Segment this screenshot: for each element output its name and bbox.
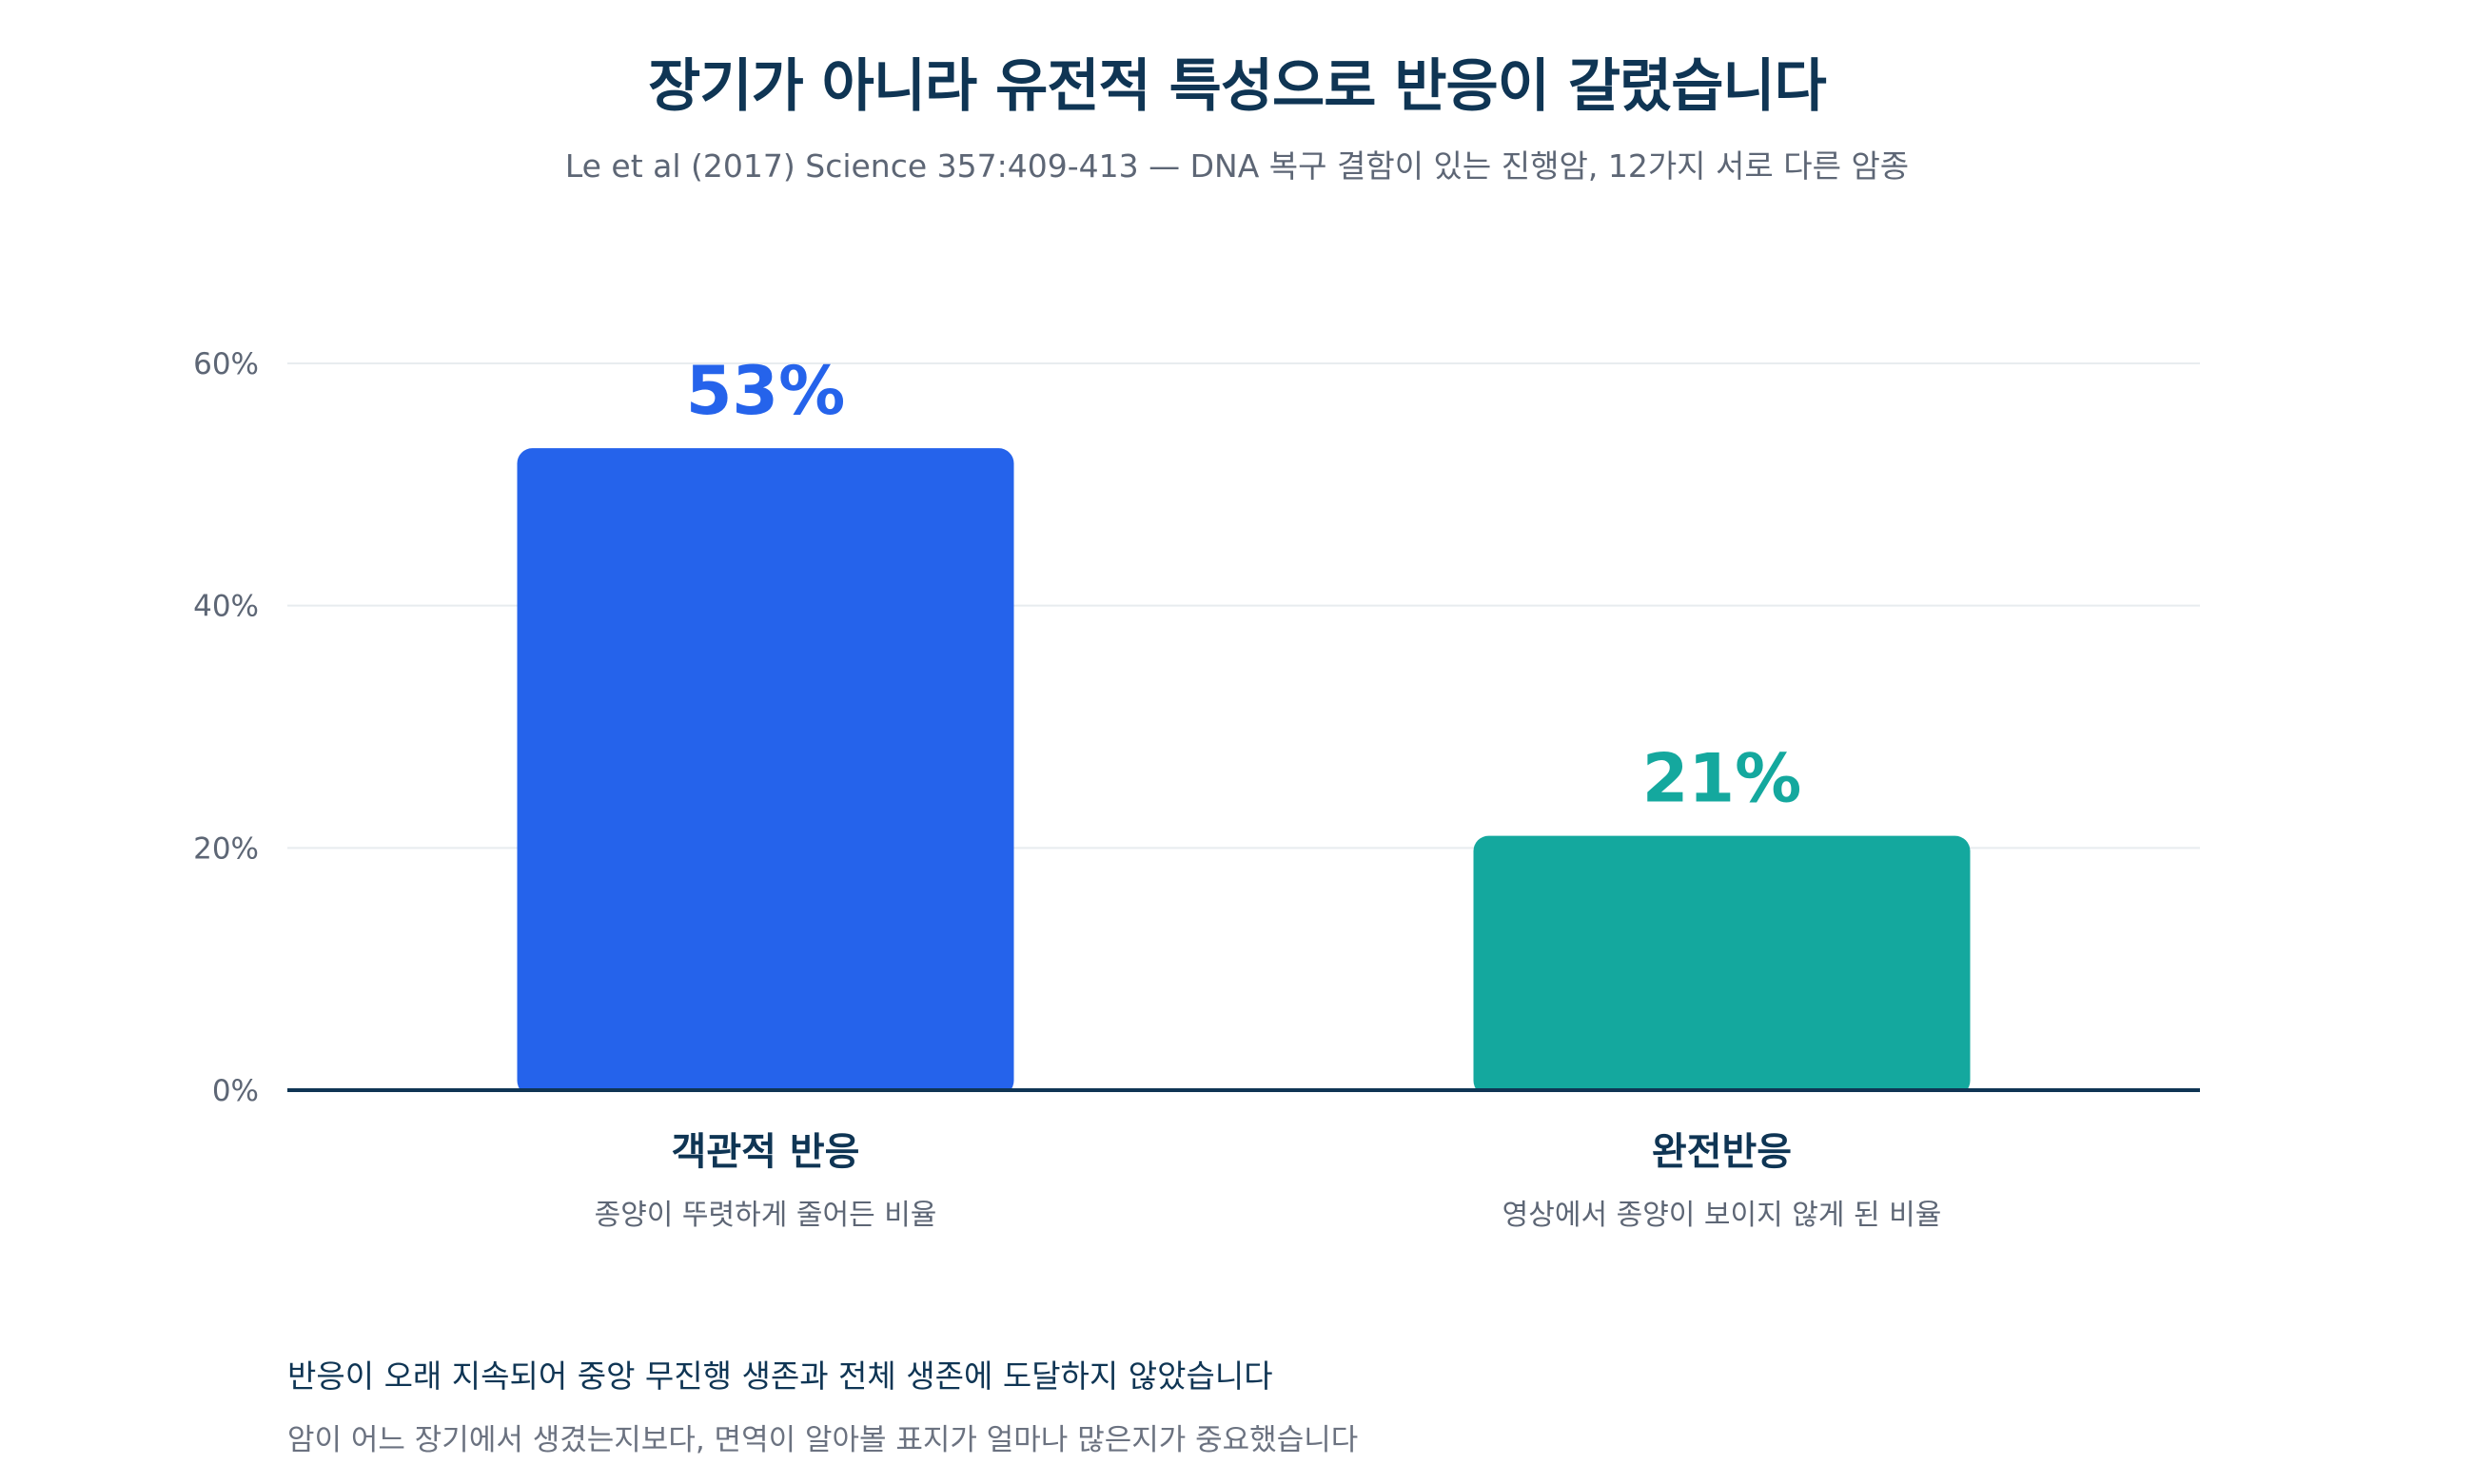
bars: 53% 21% [517,352,1971,1097]
x-category-description: 영상에서 종양이 보이지 않게 된 비율 [1502,1199,1942,1232]
baseline-mask [287,1092,2200,1102]
bar [1473,835,1971,1096]
y-tick-label: 20% [193,831,259,866]
y-axis-ticks: 0% 20% 40% 60% [193,347,259,1108]
footnote-sub: 암이 어느 장기에서 생겼는지보다, 면역이 알아볼 표지가 얼마나 많은지가 … [287,1423,1359,1457]
bar [517,448,1014,1097]
bar-value-label: 53% [686,352,846,430]
y-tick-label: 0% [212,1074,259,1108]
x-category-description: 종양이 뚜렷하게 줄어든 비율 [595,1199,937,1232]
x-category-label: 객관적 반응 [672,1130,860,1174]
x-category-label: 완전반응 [1652,1130,1792,1174]
footnote-main: 반응이 오래 지속되어 중앙 무진행 생존과 전체 생존에 도달하지 않았습니다 [287,1357,1273,1395]
chart-title: 장기가 아니라 유전적 특성으로 반응이 갈렸습니다 [648,53,1827,120]
y-tick-label: 60% [193,347,259,381]
y-tick-label: 40% [193,590,259,624]
x-axis [287,1088,2200,1102]
bar-value-label: 21% [1642,740,1802,818]
chart-subtitle: Le et al (2017) Science 357:409-413 — DN… [564,147,1910,185]
